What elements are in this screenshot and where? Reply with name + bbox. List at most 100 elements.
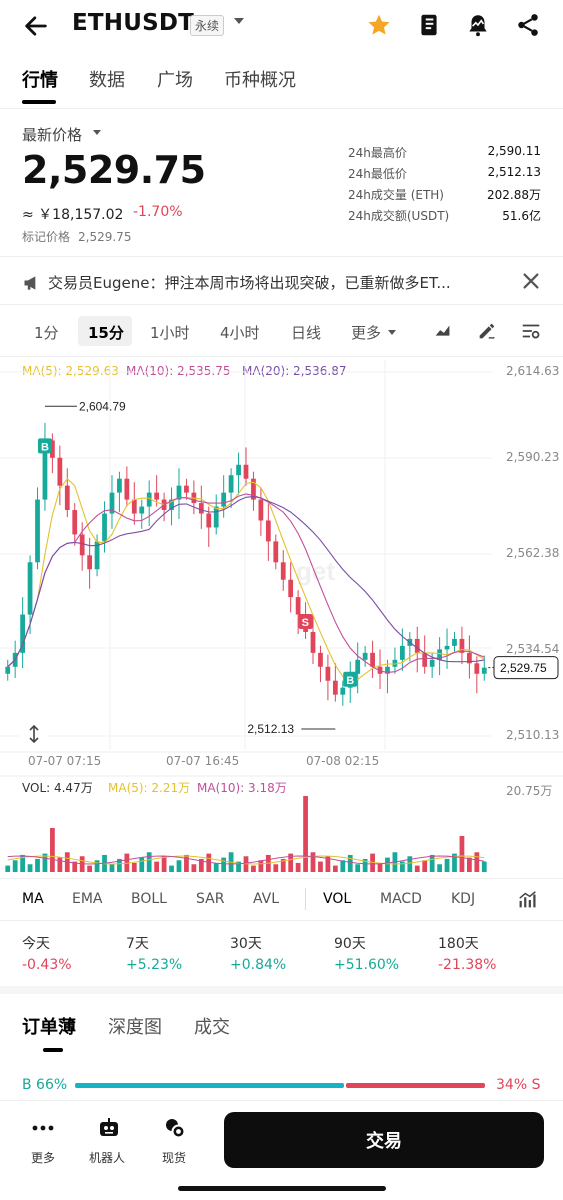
candle-body: [102, 513, 107, 542]
indicator-settings-icon[interactable]: [520, 320, 542, 342]
candle-body: [467, 652, 472, 664]
volume-bar: [169, 865, 174, 872]
volume-bar: [42, 853, 48, 872]
bottom-more-label[interactable]: 更多: [31, 1151, 56, 1165]
interval-1h[interactable]: 1小时: [150, 324, 190, 342]
tab-orderbook[interactable]: 订单薄: [22, 1017, 76, 1038]
divider: [305, 888, 306, 910]
bottom-spot-label[interactable]: 现货: [162, 1151, 187, 1165]
indicator-ema[interactable]: EMA: [72, 891, 103, 907]
candle-body: [318, 652, 323, 667]
chevron-down-icon[interactable]: [93, 130, 101, 135]
candle-body: [452, 638, 457, 646]
tab-data[interactable]: 数据: [89, 70, 125, 91]
volume-bar: [385, 857, 390, 872]
divider: [0, 304, 563, 305]
indicator-vol[interactable]: VOL: [323, 891, 352, 907]
candle-body: [273, 541, 279, 563]
candle-body: [243, 464, 249, 479]
book-icon[interactable]: [416, 12, 442, 38]
volume-bar: [57, 857, 63, 872]
bottom-robot-label[interactable]: 机器人: [89, 1151, 126, 1165]
candle-body: [444, 645, 450, 650]
indicator-sar[interactable]: SAR: [196, 891, 225, 907]
candle-body: [422, 652, 428, 667]
volume-bar: [452, 853, 457, 872]
divider: [0, 878, 563, 879]
tab-market[interactable]: 行情: [22, 70, 58, 91]
perf-value: +51.60%: [334, 957, 400, 973]
volume-bar: [109, 864, 115, 872]
volume-bar: [20, 854, 25, 872]
tab-coin-overview[interactable]: 币种概况: [224, 70, 296, 91]
candle-body: [198, 503, 204, 514]
indicator-avl[interactable]: AVL: [253, 891, 280, 907]
volume-bar: [295, 862, 301, 872]
trader-notice[interactable]: 交易员Eugene：押注本周市场将出现突破，已重新做多ET...: [48, 274, 451, 292]
candle-body: [64, 485, 70, 511]
stat-label: 24h成交量 (ETH): [348, 188, 444, 202]
trade-button[interactable]: 交易: [224, 1112, 544, 1168]
mark-price: 标记价格 2,529.75: [22, 228, 131, 245]
interval-more[interactable]: 更多: [351, 324, 382, 342]
tab-trades[interactable]: 成交: [194, 1017, 230, 1038]
drawing-tool-icon[interactable]: [476, 320, 498, 342]
buy-ratio-label: B 66%: [22, 1077, 68, 1093]
volume-bar: [467, 857, 472, 872]
indicator-kdj[interactable]: KDJ: [451, 891, 476, 907]
interval-15m[interactable]: 15分: [88, 324, 124, 342]
more-dots-icon[interactable]: [31, 1116, 55, 1140]
pair-dropdown-caret-icon[interactable]: [234, 18, 244, 24]
indicator-ma[interactable]: MA: [22, 891, 44, 907]
volume-bar: [340, 860, 346, 872]
volume-bar: [422, 860, 428, 872]
candle-body: [57, 457, 63, 486]
candle-body: [87, 555, 93, 570]
divider: [0, 256, 563, 257]
volume-bar: [27, 864, 33, 872]
alert-bell-icon[interactable]: [465, 12, 491, 38]
sell-ratio-label: 34% S: [496, 1077, 541, 1093]
volume-bar: [310, 852, 316, 872]
interval-4h[interactable]: 4小时: [220, 324, 260, 342]
volume-bar: [399, 861, 405, 872]
candle-body: [236, 464, 241, 476]
pair-title[interactable]: ETHUSDT: [72, 10, 195, 36]
interval-1d[interactable]: 日线: [291, 324, 322, 342]
contract-badge: 永续: [190, 15, 225, 36]
interval-active-bg: [78, 316, 132, 346]
share-icon[interactable]: [515, 12, 541, 38]
volume-bar: [258, 860, 264, 872]
candle-body: [385, 666, 390, 674]
indicator-stats-icon[interactable]: [517, 889, 539, 911]
tab-active-indicator: [22, 100, 56, 104]
chevron-down-icon[interactable]: [388, 330, 396, 335]
volume-bar: [12, 860, 18, 872]
tab-square[interactable]: 广场: [157, 70, 193, 91]
indicator-macd[interactable]: MACD: [380, 891, 422, 907]
tab-depth-chart[interactable]: 深度图: [108, 1017, 162, 1038]
interval-1m[interactable]: 1分: [34, 324, 59, 342]
divider: [0, 108, 563, 109]
volume-bar: [206, 853, 212, 872]
volume-bar: [407, 856, 413, 872]
candlestick-chart[interactable]: get 2,604.79 2,512.13 B S B 2,529.75: [0, 360, 563, 880]
robot-icon[interactable]: [97, 1116, 121, 1140]
perf-value: +5.23%: [126, 957, 183, 973]
candle-body: [154, 492, 160, 500]
chart-type-icon[interactable]: [432, 320, 454, 342]
volume-bar: [198, 858, 204, 872]
volume-bar: [236, 861, 241, 872]
volume-bar: [191, 864, 197, 872]
back-arrow-icon[interactable]: [22, 12, 50, 40]
close-icon[interactable]: [520, 270, 542, 292]
volume-bar: [117, 858, 122, 872]
candle-body: [399, 645, 405, 660]
candle-body: [169, 499, 174, 511]
indicator-boll[interactable]: BOLL: [131, 891, 167, 907]
section-gap: [0, 986, 563, 994]
spot-coins-icon[interactable]: [163, 1116, 187, 1140]
last-price-label[interactable]: 最新价格: [22, 126, 83, 144]
volume-bar: [362, 858, 368, 872]
star-icon[interactable]: [366, 12, 392, 38]
